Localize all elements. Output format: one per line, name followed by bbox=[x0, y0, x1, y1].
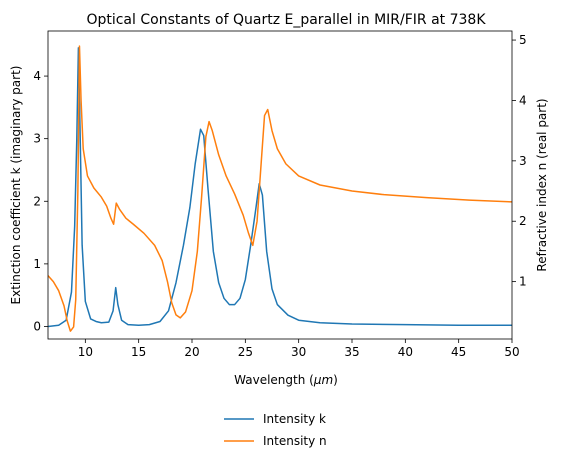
series-line-n bbox=[48, 45, 512, 332]
x-tick-label-30: 30 bbox=[291, 345, 306, 359]
x-tick-label-50: 50 bbox=[504, 345, 519, 359]
y-left-tick-label-3: 3 bbox=[33, 132, 41, 146]
y-left-tick-label-1: 1 bbox=[33, 257, 41, 271]
plot-frame bbox=[47, 30, 513, 340]
y-axis-left-label: Extinction coefficient k (imaginary part… bbox=[9, 66, 23, 305]
x-tick-label-45: 45 bbox=[451, 345, 466, 359]
y-right-tick-label-5: 5 bbox=[519, 33, 527, 47]
y-left-tick-label-2: 2 bbox=[33, 194, 41, 208]
series-line-k bbox=[48, 47, 512, 328]
y-right-tick-label-2: 2 bbox=[519, 214, 527, 228]
y-right-tick-label-4: 4 bbox=[519, 93, 527, 107]
y-axis-right-label: Refractive index n (real part) bbox=[535, 98, 549, 271]
x-tick-label-15: 15 bbox=[131, 345, 146, 359]
chart-title: Optical Constants of Quartz E_parallel i… bbox=[86, 12, 486, 28]
legend-label-k: Intensity k bbox=[263, 412, 326, 426]
y-left-tick-label-4: 4 bbox=[33, 69, 41, 83]
x-axis-label: Wavelength (μm) bbox=[234, 373, 338, 387]
legend-label-n: Intensity n bbox=[263, 434, 327, 448]
x-tick-label-20: 20 bbox=[184, 345, 199, 359]
y-right-tick-label-1: 1 bbox=[519, 275, 527, 289]
x-axis-label-mu: μm bbox=[313, 373, 333, 387]
x-axis-label-main: Wavelength ( bbox=[234, 373, 314, 387]
legend: Intensity k Intensity n bbox=[224, 412, 327, 448]
x-tick-label-40: 40 bbox=[398, 345, 413, 359]
x-tick-label-35: 35 bbox=[344, 345, 359, 359]
y-left-tick-label-0: 0 bbox=[33, 319, 41, 333]
y-right-tick-label-3: 3 bbox=[519, 154, 527, 168]
x-tick-label-25: 25 bbox=[238, 345, 253, 359]
x-tick-label-10: 10 bbox=[78, 345, 93, 359]
x-axis-label-close: ) bbox=[333, 373, 338, 387]
